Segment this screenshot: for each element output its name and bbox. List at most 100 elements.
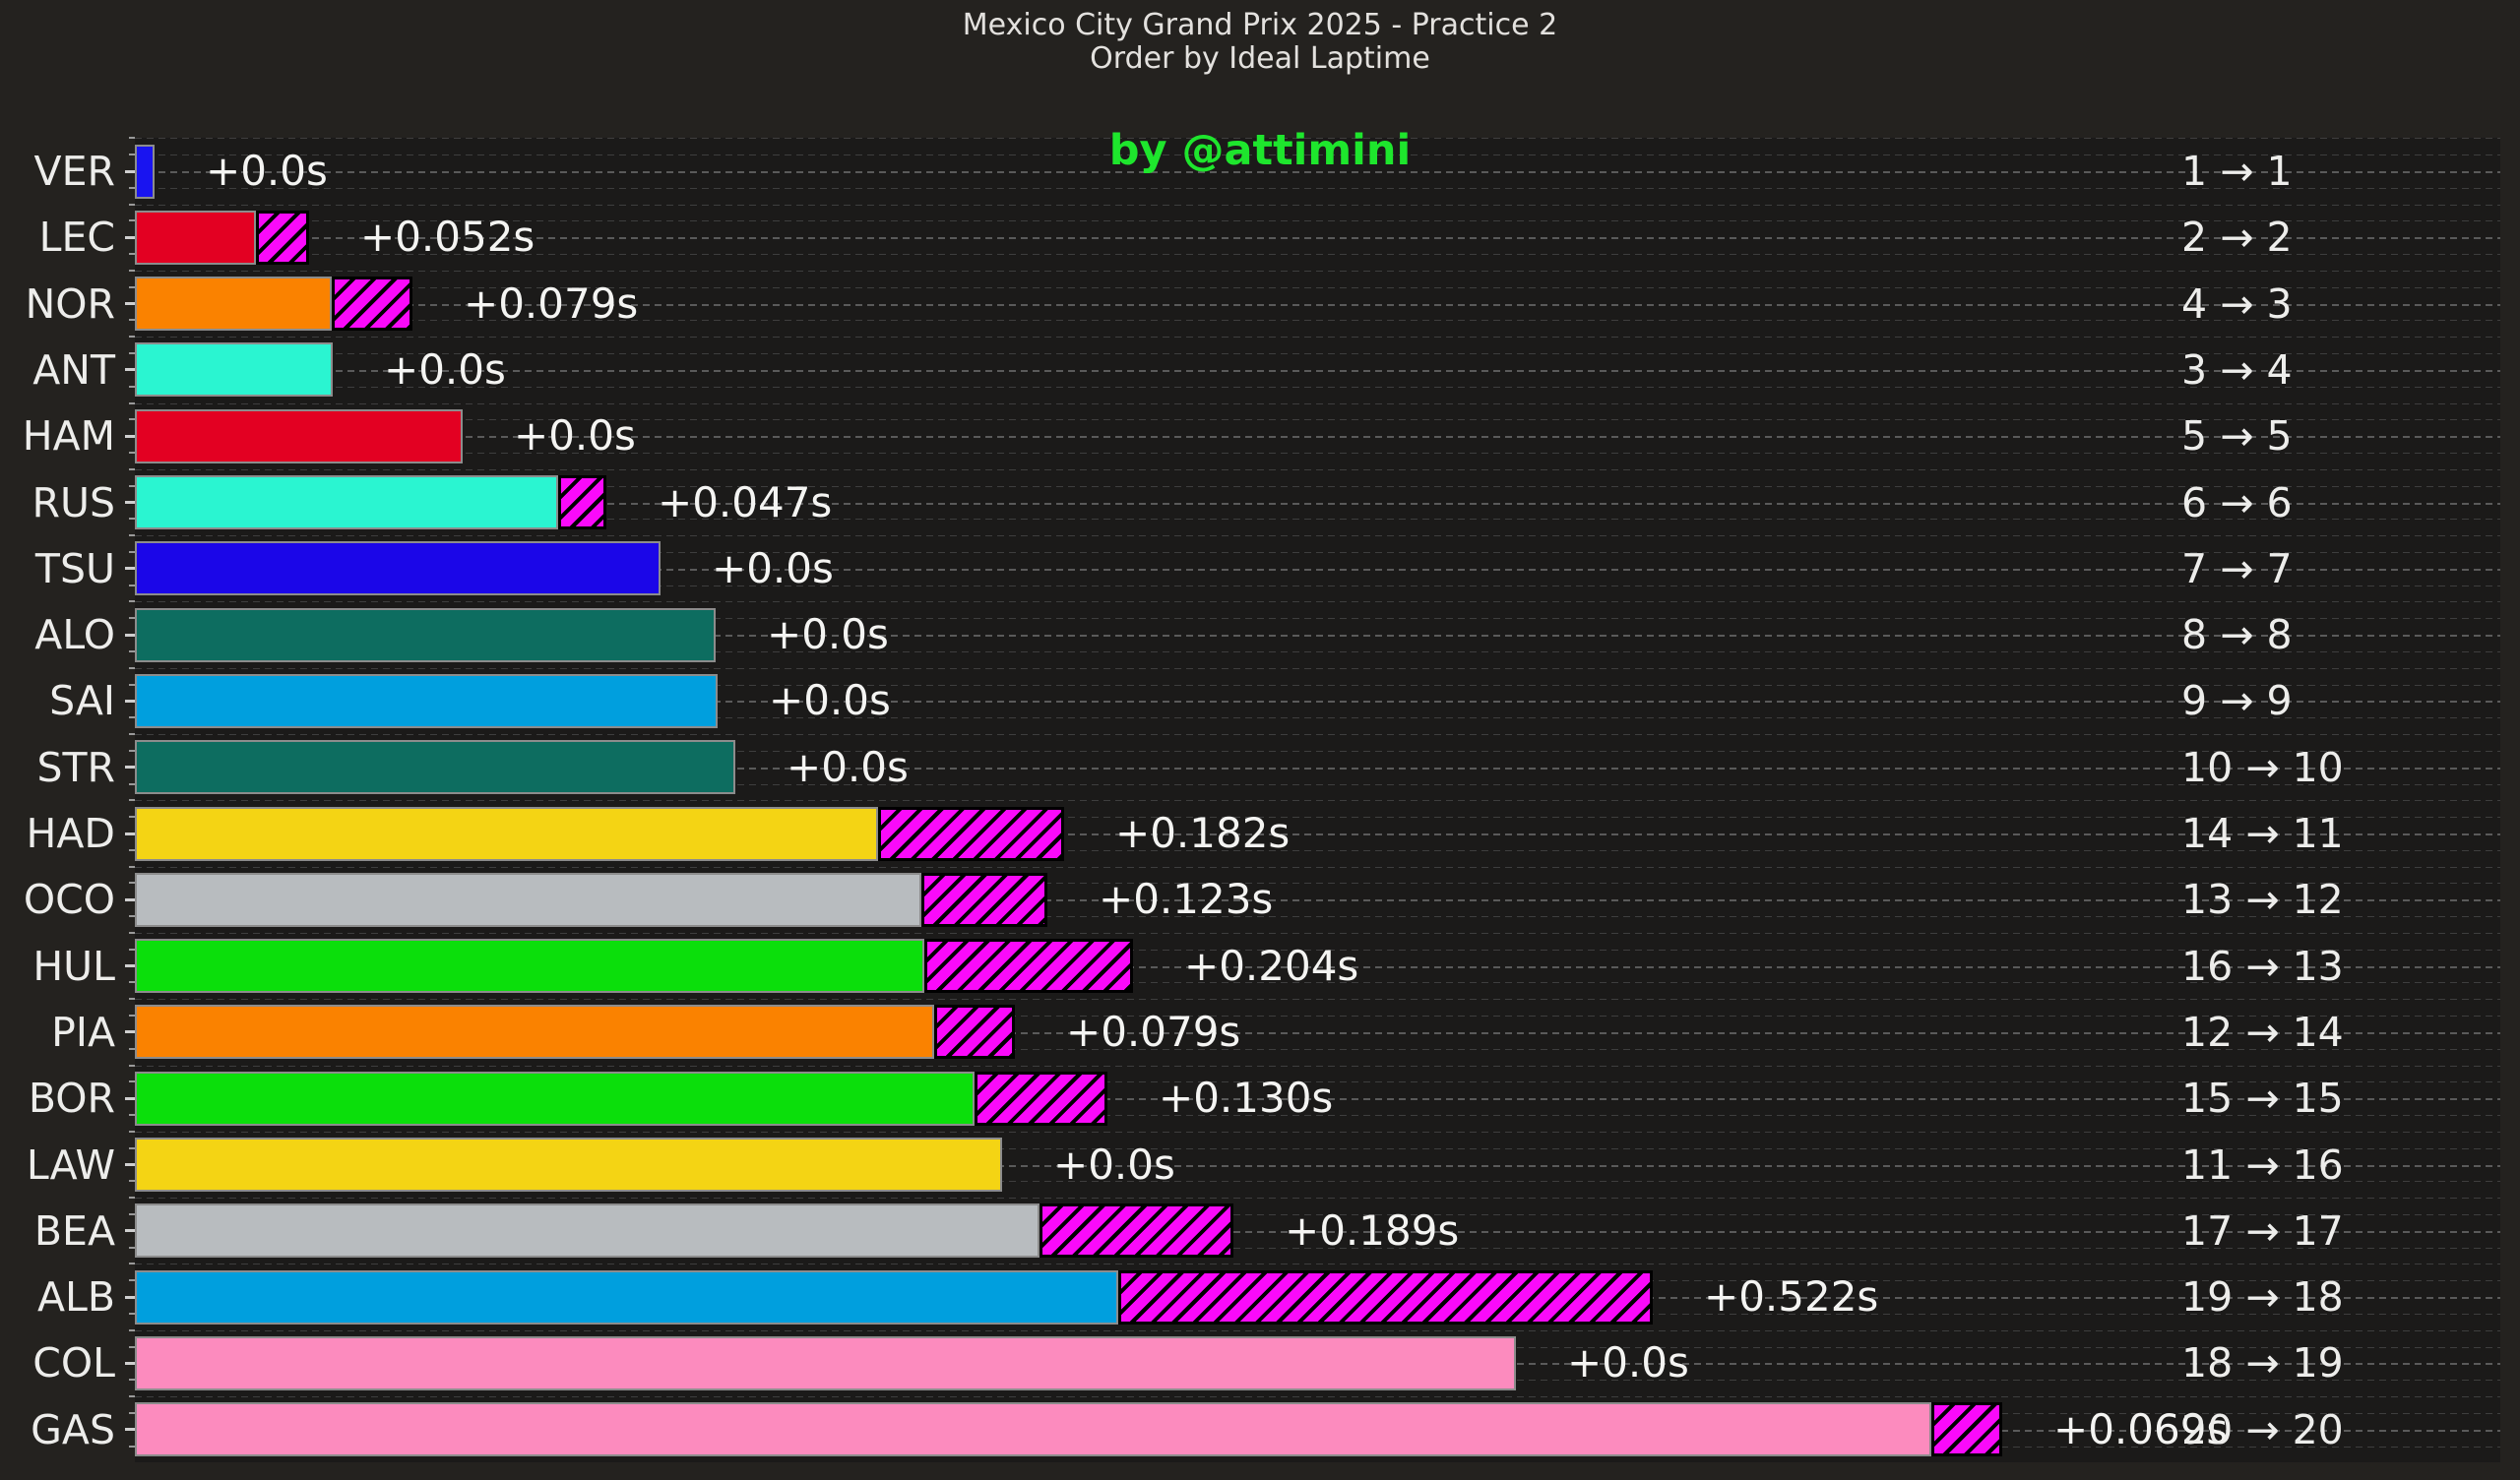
gridline-minor (135, 270, 2500, 272)
gridline-minor (135, 320, 2500, 322)
driver-code-label: ALO (34, 611, 115, 659)
delta-hatch-bar (921, 872, 1047, 927)
y-axis-tick (129, 1345, 135, 1348)
position-change-label: 3 → 4 (2181, 345, 2293, 394)
driver-code-label: HAD (26, 810, 115, 857)
y-axis-tick (129, 137, 135, 140)
gridline-major (135, 303, 2500, 306)
y-axis-tick (125, 832, 135, 835)
y-axis-tick (129, 915, 135, 918)
delta-time-label: +0.0s (769, 676, 891, 725)
gridline-minor (135, 1329, 2500, 1331)
gridline-major (135, 1164, 2500, 1167)
position-change-label: 11 → 16 (2181, 1141, 2344, 1189)
delta-time-label: +0.123s (1099, 875, 1274, 924)
ideal-laptime-bar (135, 872, 921, 927)
gridline-minor (135, 800, 2500, 802)
gridline-minor (135, 849, 2500, 851)
gridline-minor (135, 932, 2500, 934)
y-axis-tick (129, 617, 135, 620)
delta-time-label: +0.522s (1704, 1272, 1879, 1322)
y-axis-tick (129, 1379, 135, 1382)
driver-code-label: ALB (36, 1273, 115, 1322)
y-axis-tick (129, 733, 135, 736)
gridline-minor (135, 734, 2500, 736)
ideal-laptime-bar (135, 210, 256, 265)
y-axis-tick (125, 501, 135, 504)
y-axis-tick (129, 1395, 135, 1398)
delta-hatch-bar (1931, 1402, 2002, 1457)
y-axis-tick (129, 1180, 135, 1183)
gridline-minor (135, 286, 2500, 288)
gridline-minor (135, 154, 2500, 156)
position-change-label: 17 → 17 (2181, 1206, 2344, 1255)
ideal-laptime-bar (135, 144, 155, 199)
gridline-major (135, 833, 2500, 835)
y-axis-tick (129, 816, 135, 819)
y-axis-tick (129, 154, 135, 156)
y-axis-tick (129, 385, 135, 388)
delta-time-label: +0.0s (384, 344, 506, 394)
ideal-laptime-bar (135, 1138, 1002, 1192)
y-axis-tick (125, 368, 135, 372)
delta-hatch-bar (934, 1005, 1015, 1060)
ideal-laptime-bar (135, 475, 558, 529)
gridline-minor (135, 187, 2500, 189)
driver-code-label: ANT (32, 345, 115, 394)
ideal-laptime-bar (135, 939, 924, 994)
y-axis-tick (129, 319, 135, 322)
y-axis-tick (129, 467, 135, 470)
ideal-laptime-bar (135, 277, 332, 332)
y-axis-tick (125, 633, 135, 637)
gridline-minor (135, 535, 2500, 537)
delta-time-label: +0.052s (360, 213, 536, 262)
driver-code-label: GAS (31, 1405, 115, 1453)
gridline-minor (135, 650, 2500, 652)
y-axis-tick (129, 1445, 135, 1448)
gridline-minor (135, 519, 2500, 521)
y-axis-tick (129, 848, 135, 851)
delta-time-label: +0.0s (767, 610, 889, 659)
ideal-laptime-bar (135, 740, 735, 795)
position-change-label: 5 → 5 (2181, 412, 2293, 461)
y-axis-tick (129, 584, 135, 586)
gridline-minor (135, 1181, 2500, 1183)
position-change-label: 6 → 6 (2181, 478, 2293, 526)
gridline-minor (135, 1396, 2500, 1398)
y-axis-tick (129, 1312, 135, 1315)
y-axis-tick (129, 1263, 135, 1265)
y-axis-tick (125, 699, 135, 703)
y-axis-tick (125, 897, 135, 901)
y-axis-tick (125, 302, 135, 306)
delta-time-label: +0.047s (658, 477, 833, 526)
y-axis-tick (129, 782, 135, 785)
driver-code-label: BEA (33, 1206, 115, 1255)
delta-time-label: +0.189s (1285, 1205, 1460, 1255)
gridline-minor (135, 1081, 2500, 1083)
y-axis-tick (129, 484, 135, 487)
gridline-minor (135, 138, 2500, 140)
y-axis-tick (129, 203, 135, 206)
gridline-minor (135, 220, 2500, 222)
y-axis-tick (129, 1064, 135, 1067)
position-change-label: 20 → 20 (2181, 1405, 2344, 1453)
gridline-minor (135, 1213, 2500, 1215)
y-axis-tick (129, 452, 135, 455)
chart-title: Mexico City Grand Prix 2025 - Practice 2 (962, 8, 1558, 42)
y-axis-tick (125, 964, 135, 968)
y-axis-tick (129, 1015, 135, 1018)
ideal-laptime-bar (135, 408, 463, 463)
y-axis-tick (129, 1279, 135, 1282)
position-change-label: 10 → 10 (2181, 743, 2344, 791)
gridline-major (135, 237, 2500, 240)
y-axis-tick (129, 1130, 135, 1133)
gridline-minor (135, 551, 2500, 553)
gridline-major (135, 701, 2500, 704)
driver-code-label: HAM (22, 412, 115, 461)
gridline-minor (135, 750, 2500, 752)
gridline-minor (135, 402, 2500, 404)
gridline-minor (135, 1147, 2500, 1149)
y-axis-tick (129, 1146, 135, 1149)
driver-code-label: SAI (49, 677, 115, 725)
